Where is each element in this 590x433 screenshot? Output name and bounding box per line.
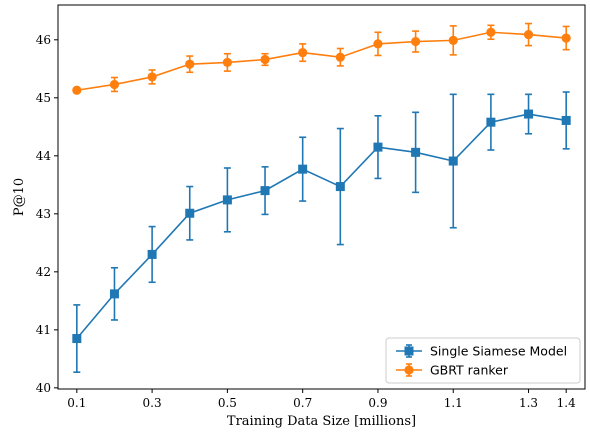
- legend-item: Single Siamese Model: [396, 344, 567, 359]
- series-gbrt-ranker: [72, 22, 571, 95]
- x-tick-label: 0.3: [143, 396, 162, 410]
- data-point: [185, 208, 195, 218]
- data-point: [72, 334, 82, 344]
- legend: Single Siamese Model GBRT ranker: [385, 337, 581, 384]
- x-tick-label: 0.9: [368, 396, 387, 410]
- data-point: [448, 156, 458, 166]
- data-point: [561, 33, 571, 43]
- legend-marker: [404, 365, 414, 375]
- data-point: [411, 147, 421, 157]
- data-point: [561, 115, 571, 125]
- data-point: [298, 47, 308, 58]
- y-tick-label: 40: [36, 381, 51, 395]
- data-point: [486, 117, 496, 127]
- legend-item: GBRT ranker: [396, 363, 509, 378]
- x-tick-label: 1.1: [444, 396, 463, 410]
- legend-box: [385, 337, 581, 384]
- data-point: [72, 85, 82, 95]
- y-tick-label: 44: [36, 149, 52, 163]
- x-axis-label: Training Data Size [millions]: [227, 414, 416, 429]
- x-tick-label: 1.3: [519, 396, 538, 410]
- x-tick-label: 0.1: [67, 396, 86, 410]
- legend-label: GBRT ranker: [430, 363, 509, 378]
- data-point: [335, 52, 345, 62]
- series-line: [76, 113, 567, 340]
- y-tick-label: 41: [36, 323, 51, 337]
- data-point: [222, 195, 232, 205]
- data-point: [335, 182, 345, 192]
- data-point: [373, 142, 383, 152]
- y-tick-label: 45: [36, 91, 51, 105]
- plot-frame: [57, 4, 586, 390]
- series-line: [76, 31, 567, 92]
- y-axis-label: P@10: [12, 178, 27, 216]
- series-single-siamese-model: [72, 91, 571, 373]
- x-tick-label: 1.4: [557, 396, 576, 410]
- data-layer: [72, 22, 571, 373]
- data-point: [260, 186, 270, 196]
- data-point: [298, 164, 308, 174]
- data-point: [523, 29, 534, 40]
- data-point: [109, 289, 119, 299]
- y-tick-label: 46: [36, 33, 51, 47]
- y-axis-ticks: 40 41 42 43 44 45 46: [36, 33, 58, 395]
- y-tick-label: 42: [36, 265, 51, 279]
- y-tick-label: 43: [36, 207, 51, 221]
- data-point: [147, 249, 157, 259]
- x-tick-label: 0.5: [218, 396, 237, 410]
- data-point: [524, 109, 534, 119]
- data-point: [147, 72, 157, 82]
- data-point: [411, 36, 421, 47]
- data-point: [185, 59, 195, 69]
- x-axis-ticks: 0.1 0.3 0.5 0.7 0.9 1.1 1.3 1.4: [67, 389, 576, 410]
- data-point: [448, 35, 458, 45]
- data-point: [486, 27, 496, 37]
- data-point: [222, 57, 232, 68]
- legend-label: Single Siamese Model: [430, 344, 567, 359]
- data-point: [260, 54, 270, 65]
- x-tick-label: 0.7: [293, 396, 312, 410]
- data-point: [109, 79, 120, 90]
- data-point: [373, 39, 383, 49]
- legend-marker: [404, 346, 414, 356]
